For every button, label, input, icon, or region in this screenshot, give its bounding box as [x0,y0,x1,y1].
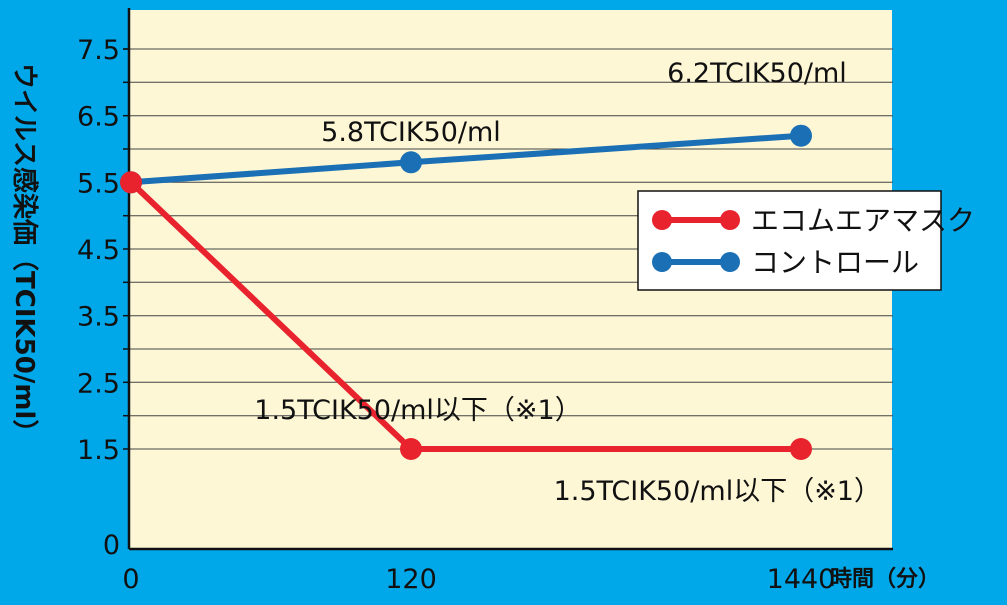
legend-marker [720,210,740,230]
y-tick-label: 1.5 [77,435,120,466]
y-tick-label: 0 [103,530,120,561]
data-label: 6.2TCIK50/ml [667,58,847,89]
legend-label: エコムエアマスク [751,204,975,237]
y-tick-labels: 0 1.5 2.5 3.5 4.5 5.5 6.5 7.5 [77,35,120,561]
y-tick-label: 6.5 [77,102,120,133]
x-tick-label: 120 [385,564,437,595]
x-tick-labels: 0 120 1440 [122,564,835,595]
legend-label: コントロール [751,246,919,279]
data-labels: 1.5TCIK50/ml以下（※1） 1.5TCIK50/ml以下（※1） 5.8T… [254,58,881,507]
data-point [790,438,812,460]
x-tick-label: 0 [122,564,139,595]
data-label: 1.5TCIK50/ml以下（※1） [554,476,881,507]
y-tick-label: 2.5 [77,368,120,399]
series [120,124,812,460]
data-point [790,124,812,147]
x-tick-label: 1440 [767,564,836,595]
y-axis-label: ウイルス感染価（TCIK50/ml） [9,63,39,445]
legend-marker [652,252,672,272]
data-label: 1.5TCIK50/ml以下（※1） [254,395,581,426]
data-point [400,438,422,460]
y-tick-label: 5.5 [77,168,120,199]
y-tick-label: 4.5 [77,235,120,266]
data-label: 5.8TCIK50/ml [321,117,501,148]
data-point [120,171,142,194]
legend-box [637,190,942,291]
gridlines [129,48,893,450]
y-tick-label: 3.5 [77,302,120,333]
x-axis-label: 時間（分） [830,567,940,592]
y-tick-label: 7.5 [77,35,120,66]
data-point [400,151,422,174]
y-ticks [123,48,129,450]
legend-marker [652,210,672,230]
legend-marker [720,252,740,272]
